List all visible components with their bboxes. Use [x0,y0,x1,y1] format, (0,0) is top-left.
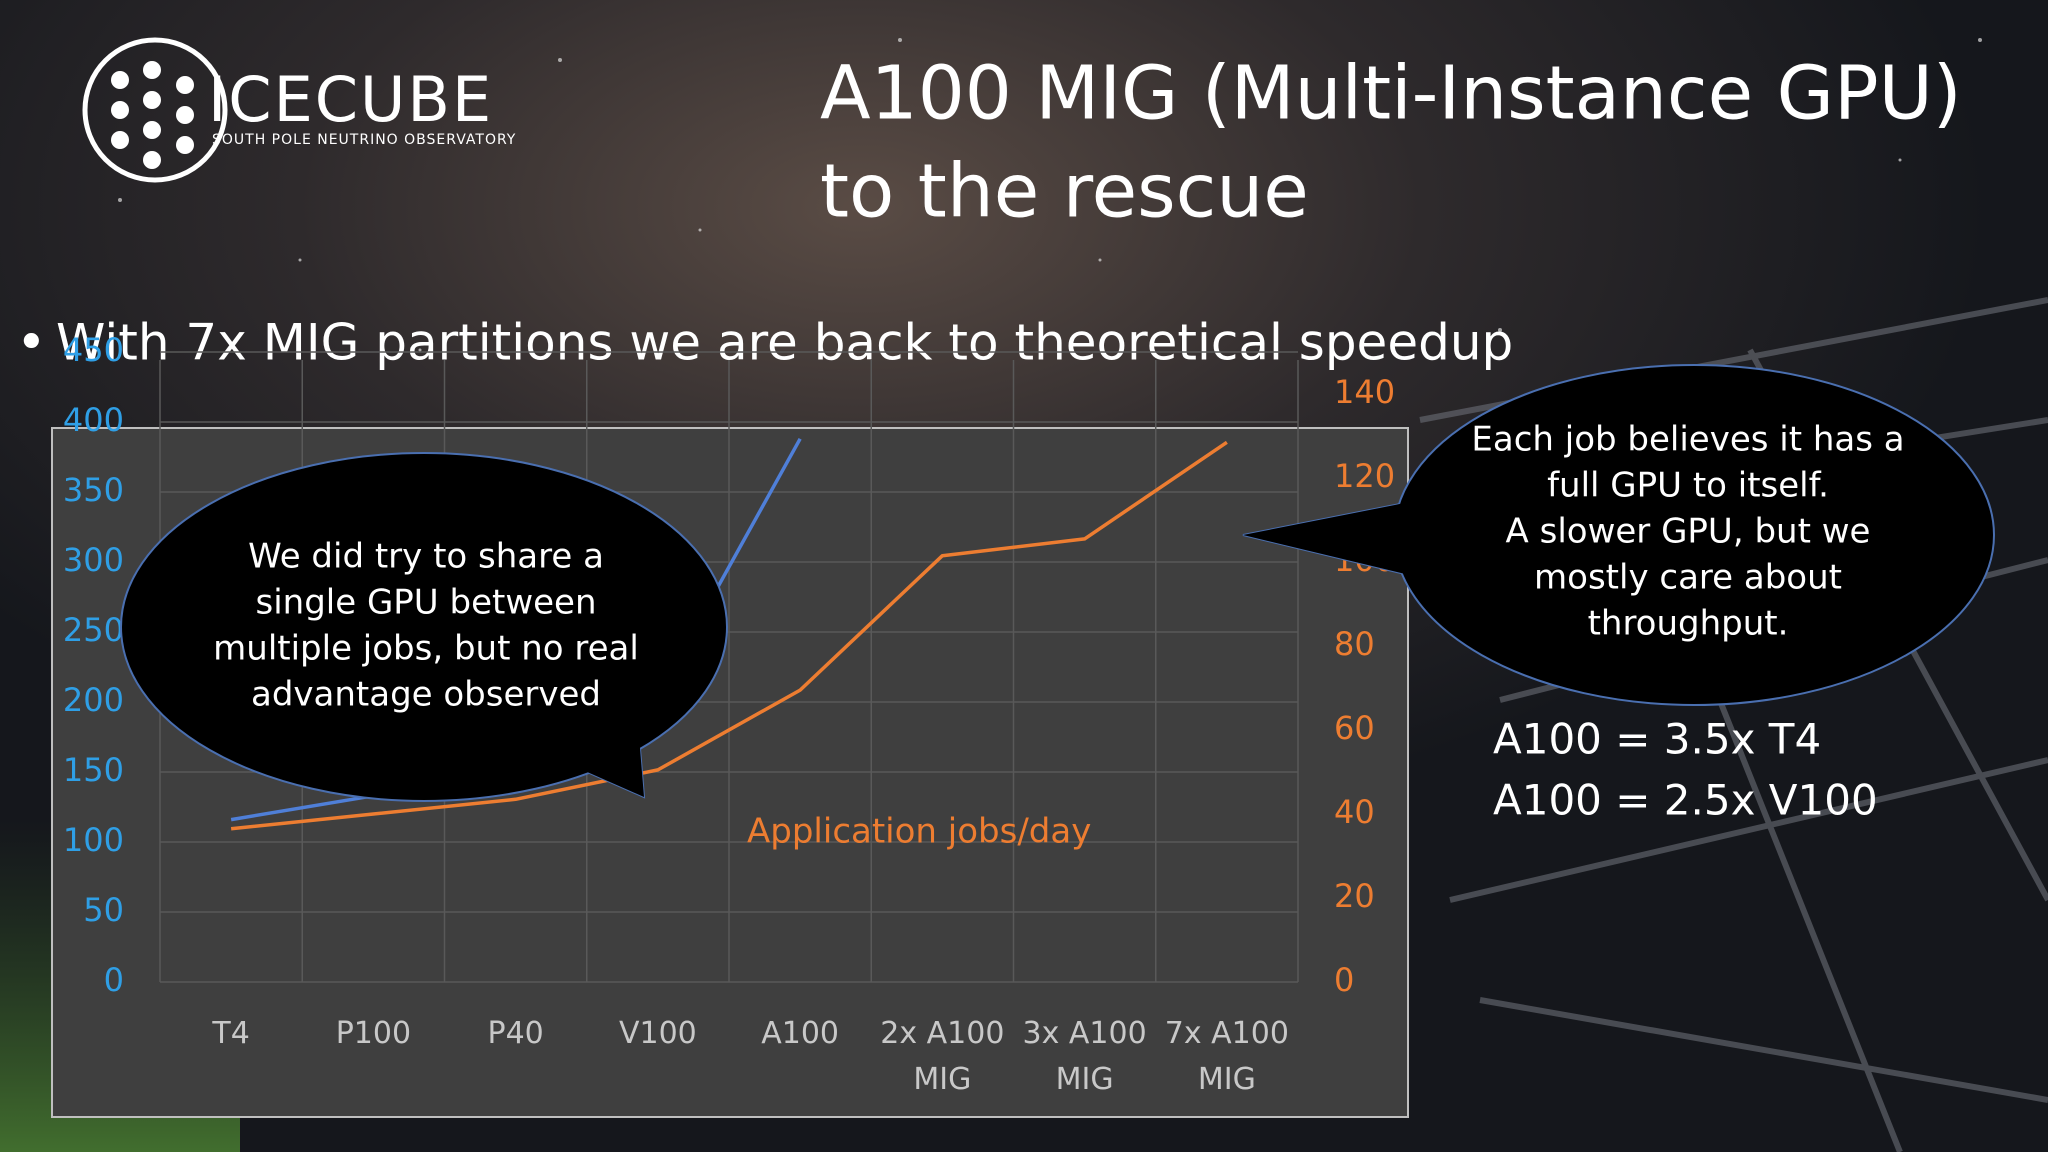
y-tick-label: 250 [63,611,124,649]
logo: ICECUBE South Pole Neutrino Observatory [82,37,516,183]
logo-name: ICECUBE [208,63,493,136]
callout-text: We did try to share a single GPU between m… [213,420,1904,715]
y-tick-label: 450 [63,331,124,369]
x-tick-label: 2x A100 MIG [880,1016,1005,1097]
y2-tick-label: 40 [1334,793,1375,831]
y2-tick-label: 60 [1334,709,1375,747]
y-tick-label: 50 [83,891,124,929]
y-tick-label: 150 [63,751,124,789]
y-tick-label: 0 [104,961,124,999]
stars [118,38,1982,352]
callout-line: multiple jobs, but no real [213,629,639,669]
callout-line: throughput. [1588,604,1789,644]
title-line: A100 MIG (Multi-Instance GPU) [820,51,1962,137]
callout-right [1242,364,1995,706]
bullet-dot: • [16,313,47,373]
callout-line: We did try to share a [248,537,604,577]
y2-tick-label: 20 [1334,877,1375,915]
y2-tick-label: 80 [1334,625,1375,663]
callout-line: mostly care about [1534,558,1842,598]
y-tick-label: 100 [63,821,124,859]
bullet-text: With 7x MIG partitions we are back to th… [56,314,1513,372]
y2-tick-label: 120 [1334,457,1395,495]
x-tick-label: P40 [487,1016,544,1051]
x-tick-label: T4 [212,1016,250,1051]
logo-tagline: South Pole Neutrino Observatory [212,132,516,148]
callout-line: advantage observed [251,675,601,715]
callout-line: single GPU between [255,583,596,623]
y-tick-label: 350 [63,471,124,509]
x-tick-label: V100 [618,1016,697,1051]
callout-left [120,452,728,802]
callout-line: full GPU to itself. [1547,466,1829,506]
note: A100 = 2.5x V100 [1493,776,1878,825]
callout-line: A slower GPU, but we [1506,512,1871,552]
y-tick-label: 400 [63,401,124,439]
series-label: Application jobs/day [747,812,1091,852]
y-tick-label: 300 [63,541,124,579]
y2-tick-label: 140 [1334,373,1395,411]
title-line: to the rescue [820,149,1309,235]
y-tick-label: 200 [63,681,124,719]
y2-tick-label: 0 [1334,961,1354,999]
callout-line: Each job believes it has a [1471,420,1904,460]
x-tick-label: 3x A100 MIG [1022,1016,1147,1097]
x-tick-label: 7x A100 MIG [1164,1016,1289,1097]
series-line [230,440,1228,831]
note: A100 = 3.5x T4 [1493,715,1821,764]
x-tick-label: P100 [335,1016,412,1051]
x-tick-label: A100 [761,1016,840,1051]
